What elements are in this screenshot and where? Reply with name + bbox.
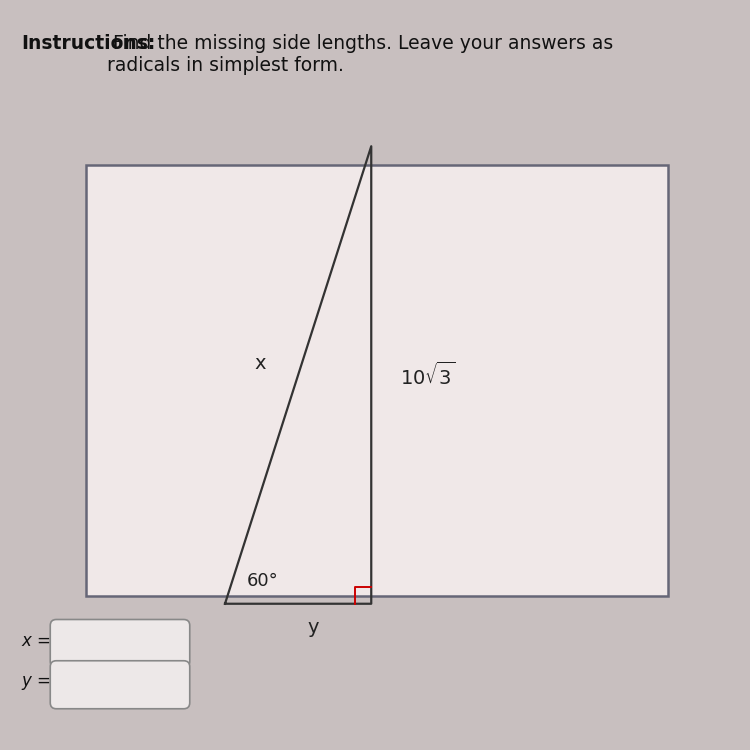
Text: 60°: 60° [247,572,278,590]
Text: 10$\sqrt{3}$: 10$\sqrt{3}$ [400,362,455,388]
Text: x: x [255,354,266,374]
FancyBboxPatch shape [50,661,190,709]
Bar [86,165,668,596]
FancyBboxPatch shape [50,620,190,668]
Text: $x$ =: $x$ = [21,632,51,650]
Text: Instructions:: Instructions: [21,34,155,53]
Text: Find the missing side lengths. Leave your answers as
radicals in simplest form.: Find the missing side lengths. Leave you… [107,34,613,75]
Text: $y$ =: $y$ = [21,674,51,692]
Text: y: y [308,618,319,638]
